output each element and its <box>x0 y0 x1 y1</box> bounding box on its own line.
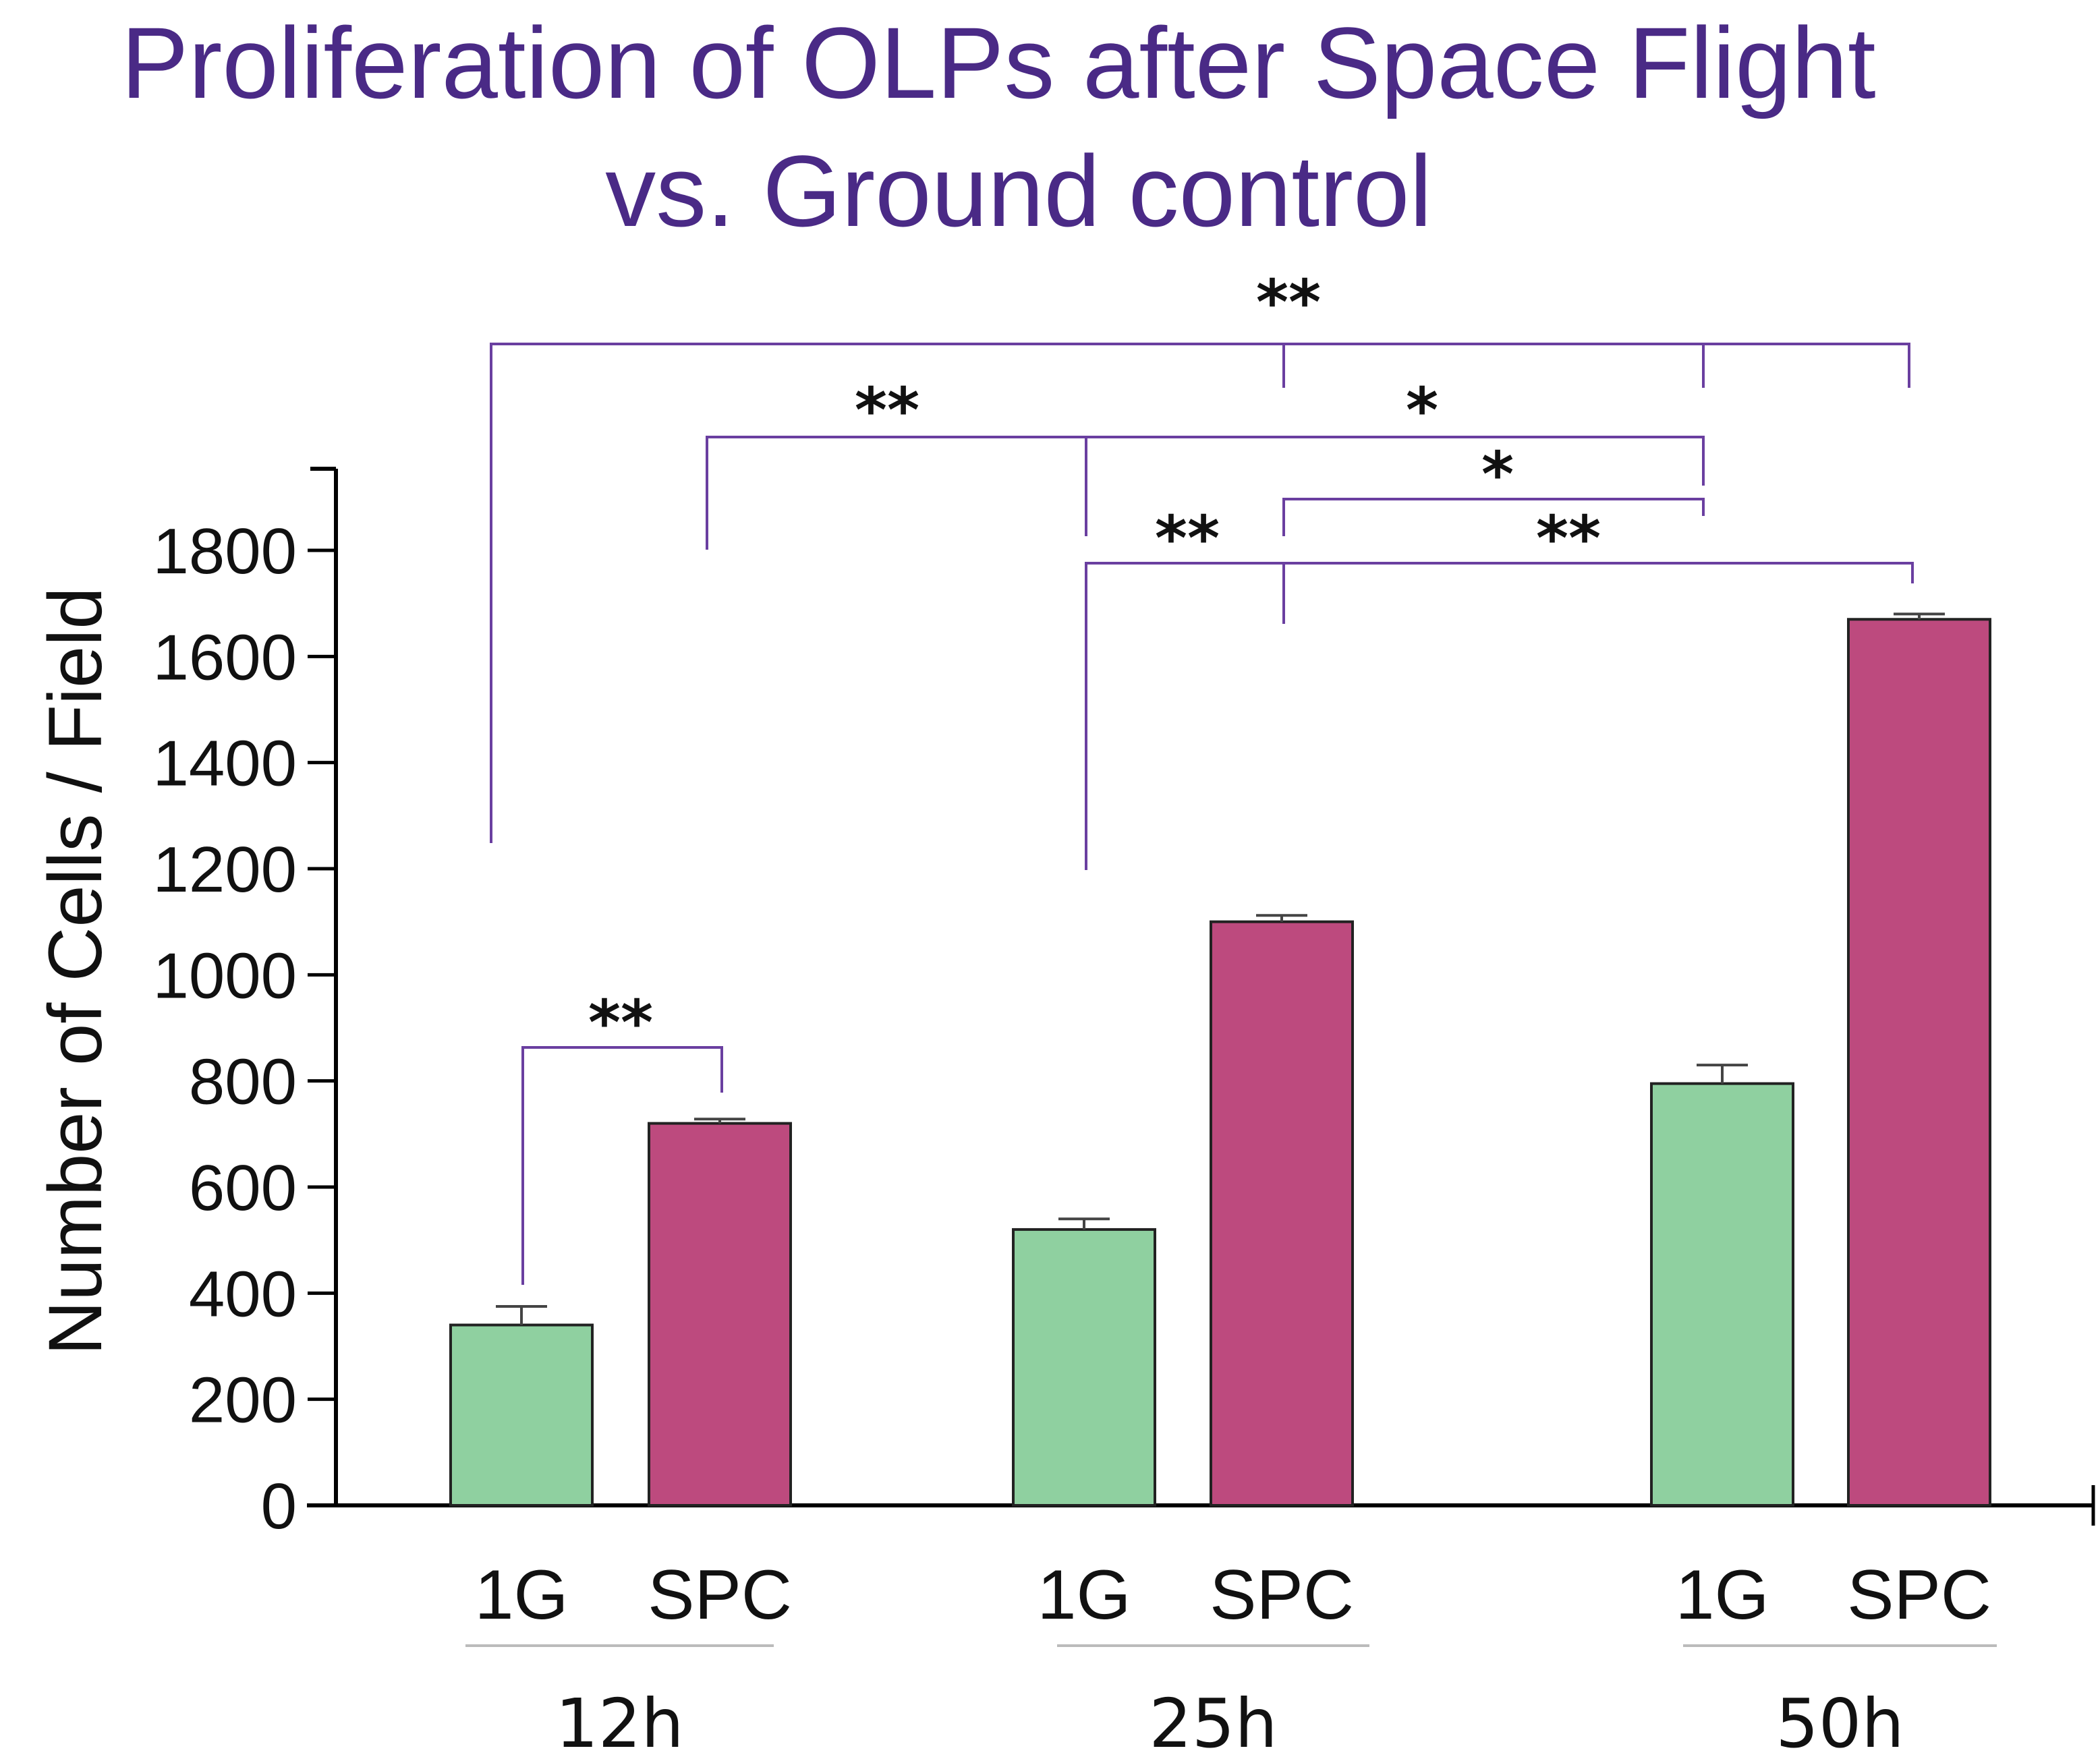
significance-label: * <box>1406 374 1438 446</box>
y-tick-label: 1200 <box>152 834 297 906</box>
bar <box>1650 1082 1794 1507</box>
x-category-label: SPC <box>1847 1556 1991 1634</box>
x-category-label: SPC <box>648 1556 792 1634</box>
significance-label: ** <box>1256 266 1321 339</box>
significance-label: * <box>1481 438 1514 511</box>
y-axis-label: Number of Cells / Field <box>33 587 117 1355</box>
bar <box>1847 618 1991 1507</box>
y-tick-label: 1800 <box>152 515 297 587</box>
y-tick-label: 400 <box>189 1258 297 1330</box>
x-category-label: SPC <box>1210 1556 1354 1634</box>
significance-label: ** <box>1155 502 1220 575</box>
significance-label: ** <box>1536 502 1601 575</box>
x-category-label: 1G <box>475 1556 569 1634</box>
bracket-top <box>490 343 1910 843</box>
x-category-label: 1G <box>1676 1556 1769 1634</box>
significance-label: ** <box>588 987 653 1059</box>
y-tick-label: 200 <box>189 1364 297 1437</box>
bars <box>449 612 1991 1507</box>
bracket-25spc-50g <box>1282 498 1705 536</box>
bracket-second <box>706 436 1705 550</box>
bracket-12h-1g-spc <box>521 1046 723 1285</box>
bar <box>449 1323 594 1507</box>
axes: 0 200 400 600 800 1000 1200 1400 1600 1800 <box>152 467 2095 1542</box>
y-tick-label: 800 <box>189 1046 297 1118</box>
bar <box>1210 920 1354 1507</box>
x-group-label: 50h <box>1776 1684 1904 1761</box>
y-tick-label: 600 <box>189 1152 297 1224</box>
bar <box>648 1122 792 1507</box>
bar <box>1012 1228 1156 1507</box>
significance-brackets: ****** **** ** <box>490 266 1914 1285</box>
x-category-label: 1G <box>1038 1556 1131 1634</box>
chart-title-line-1: Proliferation of OLPs after Space Flight <box>121 6 1875 119</box>
y-tick-label: 1600 <box>152 621 297 693</box>
bracket-lower <box>1085 562 1914 870</box>
x-group-label: 12h <box>555 1684 684 1761</box>
x-group-label: 25h <box>1149 1684 1278 1761</box>
significance-label: ** <box>855 374 919 446</box>
y-tick-label: 1400 <box>152 728 297 800</box>
y-tick-label: 0 <box>261 1470 297 1542</box>
chart-title-line-2: vs. Ground control <box>605 134 1432 248</box>
y-tick-label: 1000 <box>152 940 297 1012</box>
